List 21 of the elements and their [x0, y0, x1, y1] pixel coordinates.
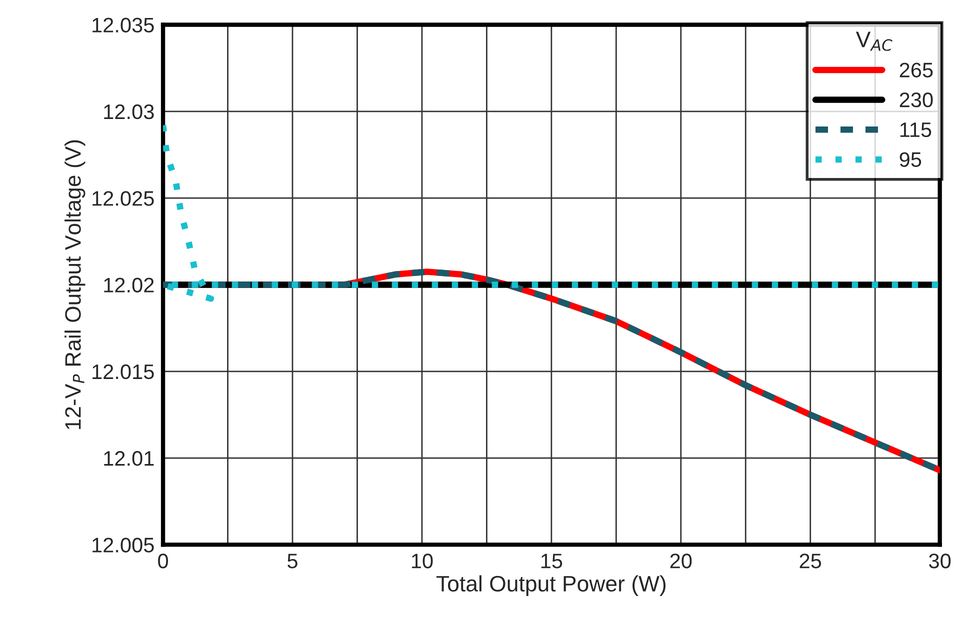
legend-title: V$_{AC}$	[856, 32, 892, 51]
legend-label: 230	[900, 92, 933, 108]
y-tick-label: 12.015	[92, 364, 154, 380]
legend-label: 95	[900, 152, 922, 167]
x-tick-label: 20	[670, 554, 692, 568]
y-tick-label: 12.025	[92, 191, 154, 206]
y-tick-label: 12.01	[104, 451, 154, 466]
y-tick-label: 12.03	[104, 104, 154, 120]
y-axis-title: 12-V$_{P}$ Rail Output Voltage (V)	[64, 140, 86, 430]
y-tick-label: 12.035	[92, 18, 154, 33]
x-axis-title: Total Output Power (W)	[436, 575, 666, 596]
x-tick-label: 30	[929, 554, 951, 568]
legend-label: 115	[900, 122, 932, 138]
x-tick-label: 10	[412, 554, 433, 568]
x-tick-label: 5	[288, 554, 298, 568]
x-tick-label: 15	[541, 554, 562, 568]
y-tick-label: 12.02	[104, 278, 154, 292]
y-tick-label: 12.005	[92, 538, 154, 552]
legend-label: 265	[900, 62, 933, 78]
x-tick-label: 0	[158, 554, 168, 568]
x-tick-label: 25	[800, 554, 822, 568]
